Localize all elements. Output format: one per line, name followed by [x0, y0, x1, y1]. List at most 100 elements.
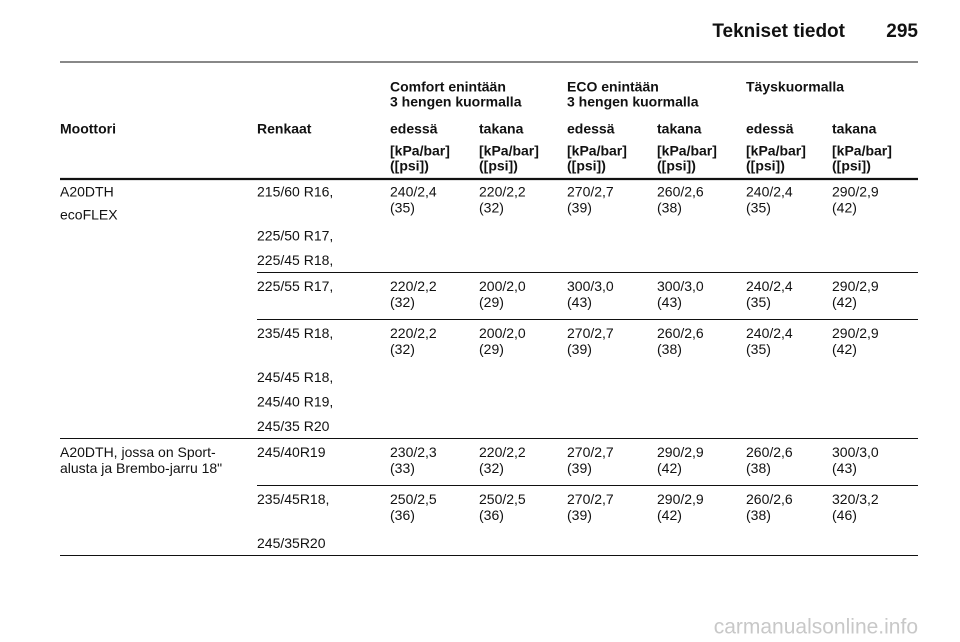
pressure: 290/2,9 — [832, 278, 879, 294]
pressure: 200/2,0 — [479, 278, 526, 294]
unit-header: [kPa/bar] — [390, 143, 450, 159]
pressure: (32) — [479, 200, 504, 216]
tyre: 245/40R19 — [257, 444, 326, 460]
pressure: 300/3,0 — [657, 278, 704, 294]
pressure: (46) — [832, 507, 857, 523]
pressure: 220/2,2 — [390, 325, 437, 341]
pressure: (32) — [390, 341, 415, 357]
pressure: (35) — [746, 294, 771, 310]
pressure: (35) — [390, 200, 415, 216]
pressure: 200/2,0 — [479, 325, 526, 341]
pressure: 270/2,7 — [567, 184, 614, 200]
engine: ecoFLEX — [60, 207, 118, 223]
pressure: (43) — [657, 294, 682, 310]
pressure: (36) — [390, 507, 415, 523]
pressure: (32) — [390, 294, 415, 310]
tyre: 215/60 R16, — [257, 184, 333, 200]
column-header: takana — [657, 121, 702, 137]
group-header: Comfort enintään — [390, 79, 506, 95]
unit-header: [kPa/bar] — [746, 143, 806, 159]
pressure: (32) — [479, 460, 504, 476]
pressure: (38) — [746, 460, 771, 476]
pressure: (42) — [657, 507, 682, 523]
pressure: 260/2,6 — [746, 444, 793, 460]
engine: alusta ja Brembo-jarru 18" — [60, 460, 222, 476]
column-header: edessä — [390, 121, 438, 137]
pressure: 220/2,2 — [479, 184, 526, 200]
pressure: (35) — [746, 200, 771, 216]
group-header: Täyskuormalla — [746, 79, 844, 95]
group-header: ECO enintään — [567, 79, 659, 95]
tyre: 245/40 R19, — [257, 394, 333, 410]
column-header: takana — [479, 121, 524, 137]
pressure: (29) — [479, 294, 504, 310]
pressure: 240/2,4 — [390, 184, 437, 200]
pressure: 290/2,9 — [657, 444, 704, 460]
pressure: 250/2,5 — [390, 491, 437, 507]
unit-header: [kPa/bar] — [567, 143, 627, 159]
pressure: (38) — [657, 200, 682, 216]
pressure: 270/2,7 — [567, 491, 614, 507]
unit-header: ([psi]) — [657, 158, 696, 174]
unit-header: ([psi]) — [479, 158, 518, 174]
pressure: 270/2,7 — [567, 325, 614, 341]
pressure: (35) — [746, 341, 771, 357]
pressure: (42) — [657, 460, 682, 476]
pressure: (42) — [832, 200, 857, 216]
tyre: 245/35R20 — [257, 535, 326, 551]
engine: A20DTH, jossa on Sport- — [60, 444, 216, 460]
pressure: 290/2,9 — [832, 184, 879, 200]
unit-header: [kPa/bar] — [657, 143, 717, 159]
page-title: Tekniset tiedot — [712, 21, 845, 42]
tyre: 235/45R18, — [257, 491, 329, 507]
column-header: Renkaat — [257, 121, 312, 137]
tyre: 245/45 R18, — [257, 369, 333, 385]
pressure: (39) — [567, 200, 592, 216]
pressure: 220/2,2 — [390, 278, 437, 294]
pressure: 260/2,6 — [657, 184, 704, 200]
pressure: (42) — [832, 341, 857, 357]
pressure: (36) — [479, 507, 504, 523]
pressure: 250/2,5 — [479, 491, 526, 507]
pressure: 290/2,9 — [657, 491, 704, 507]
engine: A20DTH — [60, 184, 114, 200]
pressure: 230/2,3 — [390, 444, 437, 460]
pressure: (42) — [832, 294, 857, 310]
pressure: 240/2,4 — [746, 184, 793, 200]
pressure: 240/2,4 — [746, 325, 793, 341]
group-header: 3 hengen kuormalla — [390, 94, 522, 110]
pressure: (39) — [567, 507, 592, 523]
pressure: 240/2,4 — [746, 278, 793, 294]
unit-header: ([psi]) — [567, 158, 606, 174]
pressure: 270/2,7 — [567, 444, 614, 460]
column-header: takana — [832, 121, 877, 137]
unit-header: [kPa/bar] — [479, 143, 539, 159]
pressure: 300/3,0 — [567, 278, 614, 294]
pressure: (39) — [567, 341, 592, 357]
unit-header: ([psi]) — [746, 158, 785, 174]
watermark: carmanualsonline.info — [714, 616, 918, 639]
pressure: 290/2,9 — [832, 325, 879, 341]
pressure: (38) — [746, 507, 771, 523]
tyre: 225/50 R17, — [257, 228, 333, 244]
pressure: (29) — [479, 341, 504, 357]
pressure: 320/3,2 — [832, 491, 879, 507]
group-header: 3 hengen kuormalla — [567, 94, 699, 110]
pressure: (43) — [567, 294, 592, 310]
unit-header: ([psi]) — [832, 158, 871, 174]
pressure: (38) — [657, 341, 682, 357]
pressure: 260/2,6 — [657, 325, 704, 341]
pressure: (39) — [567, 460, 592, 476]
pressure: (43) — [832, 460, 857, 476]
tyre: 235/45 R18, — [257, 325, 333, 341]
pressure: (33) — [390, 460, 415, 476]
unit-header: [kPa/bar] — [832, 143, 892, 159]
pressure: 300/3,0 — [832, 444, 879, 460]
tyre: 225/45 R18, — [257, 252, 333, 268]
pressure: 260/2,6 — [746, 491, 793, 507]
unit-header: ([psi]) — [390, 158, 429, 174]
tyre: 225/55 R17, — [257, 278, 333, 294]
column-header: edessä — [567, 121, 615, 137]
column-header: edessä — [746, 121, 794, 137]
